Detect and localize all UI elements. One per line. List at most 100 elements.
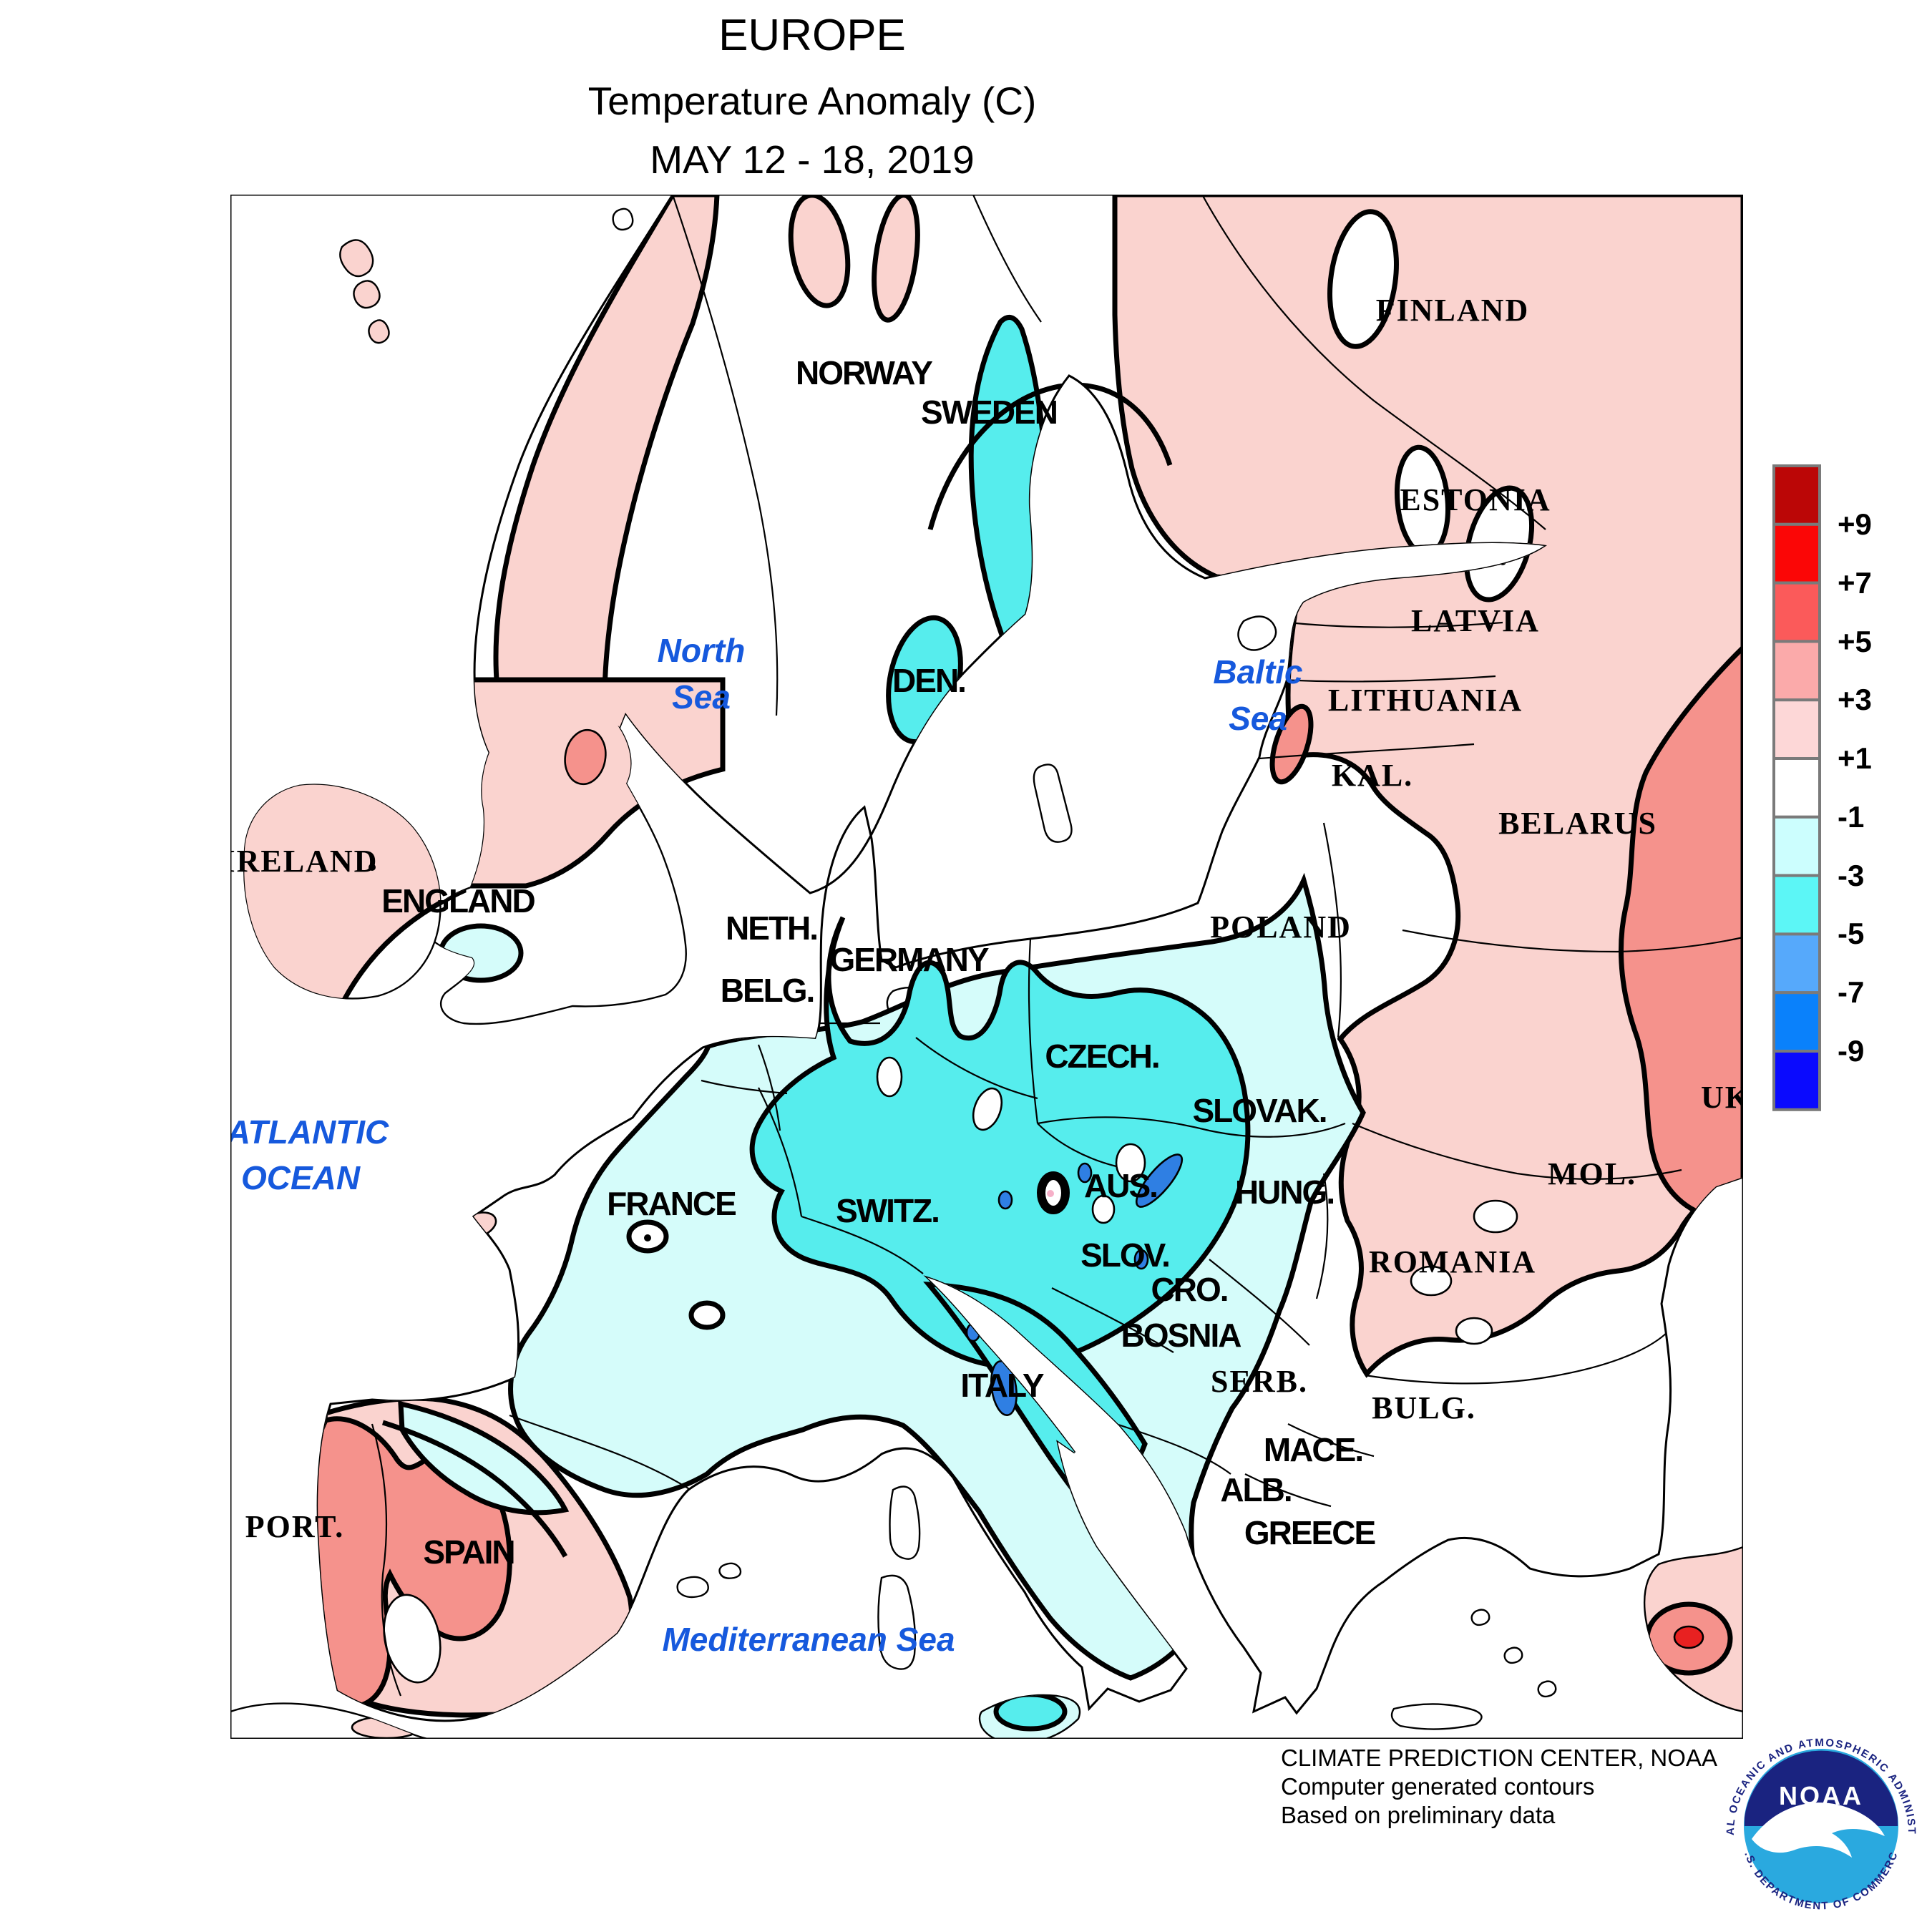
country-label-serbia: SERB.: [1211, 1364, 1308, 1399]
anomaly-spot-tyrol: [997, 1190, 1013, 1210]
country-label-ukraine: UK: [1701, 1080, 1751, 1115]
country-label-germany: GERMANY: [829, 941, 988, 978]
country-label-lithuania: LITHUANIA: [1328, 683, 1523, 718]
legend-tick-plus3: +3: [1838, 683, 1872, 716]
anomaly-spot-austria-east: [1135, 1153, 1184, 1208]
sea-label-atlantic-2: OCEAN: [241, 1159, 361, 1196]
country-label-norway: NORWAY: [796, 354, 932, 391]
anomaly-region-warm-east-europe: [1619, 641, 1743, 1219]
country-label-latvia: LATVIA: [1411, 603, 1540, 638]
legend-swatch-7-9: [1772, 522, 1821, 585]
country-label-denmark: DEN.: [892, 662, 965, 699]
country-label-austria: AUS.: [1084, 1167, 1157, 1204]
country-label-albania: ALB.: [1220, 1471, 1291, 1508]
country-label-belgium: BELG.: [721, 972, 814, 1009]
legend-color-scale: +9 +7 +5 +3 +1 -1 -3 -5 -7 -9: [1772, 464, 1872, 1111]
island-corsica: [889, 1485, 921, 1560]
country-label-england: ENGLAND: [381, 882, 535, 919]
legend-tick-plus9: +9: [1838, 507, 1872, 541]
island-aegean-3: [1537, 1680, 1557, 1698]
island-aegean-2: [1503, 1646, 1523, 1664]
country-label-bosnia: BOSNIA: [1121, 1317, 1241, 1354]
legend-tick-plus5: +5: [1838, 625, 1872, 658]
anomaly-region-hot-turkey-spot: [1673, 1625, 1704, 1649]
noaa-logo-seabird-icon: [1752, 1802, 1885, 1858]
country-borders: [371, 195, 1743, 1697]
country-label-romania: ROMANIA: [1369, 1244, 1536, 1279]
anomaly-spot-slovenia: [1133, 1249, 1149, 1270]
legend-swatch-m3-5: [1772, 874, 1821, 936]
country-label-slovenia: SLOV.: [1080, 1236, 1169, 1274]
anomaly-hole-germany-south: [876, 1056, 903, 1098]
map-dot-ireland: [369, 864, 376, 871]
anomaly-spot-austria-west: [1077, 1162, 1093, 1184]
anomaly-hole-styria: [1091, 1194, 1116, 1224]
contour-arc-sweden: [927, 382, 1173, 530]
sea-label-atlantic-1: ATLANTIC: [226, 1113, 389, 1151]
anomaly-hole-romania-1: [1473, 1199, 1518, 1234]
contour-arc-spain: [381, 1420, 568, 1558]
country-label-italy: ITALY: [960, 1367, 1044, 1404]
legend-tick-plus1: +1: [1838, 741, 1872, 775]
anomaly-hole-bavaria: [972, 1087, 1003, 1131]
legend-swatch-5-7: [1772, 581, 1821, 643]
anomaly-eye-alps-dot: [1047, 1190, 1054, 1197]
legend-swatch-ltm9: [1772, 1050, 1821, 1111]
sea-label-north-sea-2: Sea: [672, 678, 731, 716]
country-label-belarus: BELARUS: [1498, 806, 1657, 841]
sea-label-north-sea-1: North: [658, 632, 746, 669]
country-label-switzerland: SWITZ.: [836, 1192, 939, 1229]
anomaly-spot-italy-central: [990, 1360, 1018, 1417]
map-date-range: MAY 12 - 18, 2019: [650, 137, 975, 182]
island-mallorca: [676, 1576, 709, 1599]
sea-label-baltic-2: Sea: [1229, 700, 1287, 737]
map-canvas: NORWAY SWEDEN FINLAND ESTONIA LATVIA LIT…: [223, 195, 1751, 1739]
country-label-ireland: IRELAND: [223, 844, 379, 879]
legend-swatch-m1-3: [1772, 815, 1821, 877]
country-label-estonia: ESTONIA: [1400, 482, 1551, 517]
legend-swatch-gt9: [1772, 464, 1821, 526]
anomaly-hole-france-2: [688, 1300, 726, 1330]
anomaly-region-warm-latvia-coast: [1269, 703, 1314, 785]
map-subtitle: Temperature Anomaly (C): [588, 79, 1037, 123]
legend-tick-minus3: -3: [1838, 859, 1864, 892]
island-faroe-3: [368, 319, 390, 344]
country-label-hungary: HUNG.: [1235, 1174, 1334, 1211]
country-label-bulgaria: BULG.: [1372, 1390, 1476, 1425]
island-faroe-2: [353, 280, 381, 309]
country-label-moldova: MOL.: [1548, 1156, 1636, 1191]
legend-swatch-m5-7: [1772, 932, 1821, 995]
country-label-sweden: SWEDEN: [921, 394, 1057, 431]
country-label-poland: POLAND: [1210, 909, 1352, 945]
anomaly-hole-austria: [1115, 1143, 1146, 1183]
country-label-greece: GREECE: [1244, 1514, 1375, 1551]
legend-tick-minus1: -1: [1838, 800, 1864, 834]
island-menorca: [718, 1562, 742, 1579]
country-label-finland: FINLAND: [1376, 293, 1529, 328]
anomaly-hole-finland: [1327, 209, 1399, 349]
legend-swatch-3-5: [1772, 640, 1821, 702]
map-title: EUROPE: [718, 11, 906, 60]
sea-label-mediterranean: Mediterranean Sea: [662, 1621, 955, 1658]
sea-label-baltic-1: Baltic: [1213, 653, 1302, 691]
country-label-portugal: PORT.: [245, 1509, 344, 1544]
legend-tick-minus5: -5: [1838, 917, 1864, 950]
anomaly-region-warm-scotland-spot: [564, 728, 607, 786]
anomaly-region-cool-north-spain: [398, 1400, 570, 1516]
island-shetland: [612, 208, 634, 231]
legend-tick-minus7: -7: [1838, 975, 1864, 1009]
credit-line-3: Based on preliminary data: [1281, 1802, 1556, 1828]
legend-tick-minus9: -9: [1838, 1034, 1864, 1068]
legend-swatch-neutral: [1772, 757, 1821, 819]
noaa-logo-sky: [1745, 1750, 1898, 1826]
noaa-logo-wordmark: NOAA: [1779, 1781, 1863, 1810]
country-label-kaliningrad: KAL.: [1332, 758, 1413, 793]
credit-line-2: Computer generated contours: [1281, 1773, 1594, 1800]
country-label-macedonia: MACE.: [1264, 1431, 1362, 1468]
anomaly-region-cold-central: [749, 916, 1251, 1370]
island-aegean-1: [1470, 1609, 1491, 1626]
map-dot-france: [644, 1234, 651, 1241]
legend-swatch-1-3: [1772, 698, 1821, 761]
